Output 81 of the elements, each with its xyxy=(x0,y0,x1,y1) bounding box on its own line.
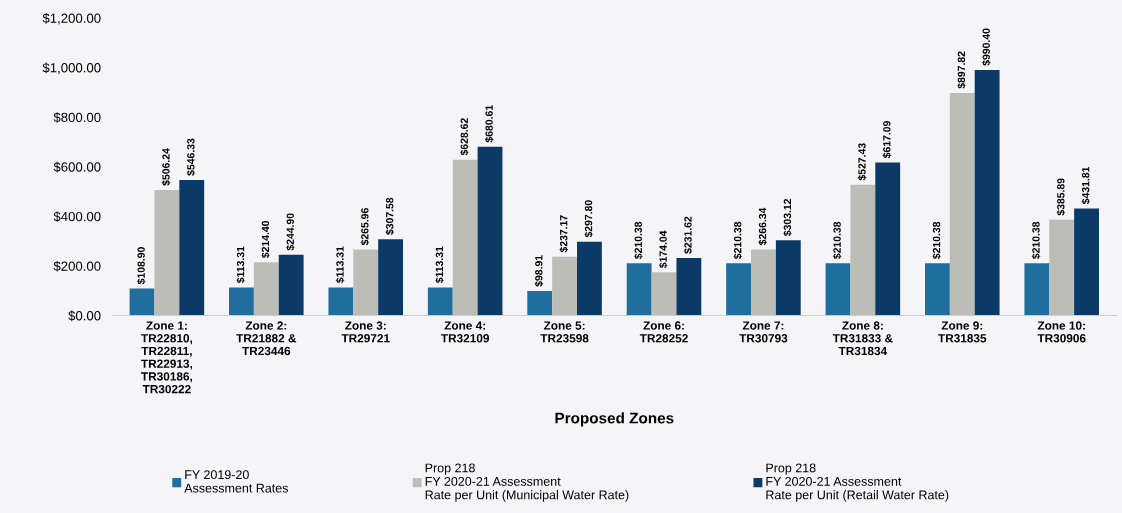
data-label: $307.58 xyxy=(385,197,395,235)
data-label: $527.43 xyxy=(857,143,867,181)
bar xyxy=(229,287,254,316)
y-tick-label: $200.00 xyxy=(53,260,101,272)
bar xyxy=(577,241,602,316)
bar xyxy=(651,272,677,316)
data-label: $680.61 xyxy=(484,105,494,143)
bar xyxy=(452,159,478,316)
data-label: $297.80 xyxy=(584,200,593,238)
x-axis-title: Proposed Zones xyxy=(555,412,674,427)
bar xyxy=(253,262,279,316)
y-tick-label: $1,000.00 xyxy=(42,62,101,75)
data-label: $214.40 xyxy=(261,220,270,259)
x-tick-label: Zone 5: TR23598 xyxy=(540,321,589,343)
y-tick-label: $1,200.00 xyxy=(42,12,101,25)
x-tick-label: Zone 2: TR21882 & TR23446 xyxy=(236,321,297,356)
bar xyxy=(1074,208,1099,316)
bar xyxy=(626,263,652,316)
data-label: $210.38 xyxy=(832,221,842,260)
x-tick-label: Zone 7: TR30793 xyxy=(739,321,788,343)
data-label: $210.38 xyxy=(733,221,743,260)
bar xyxy=(726,263,751,316)
bar xyxy=(477,146,503,316)
bar xyxy=(378,239,404,316)
x-tick-label: Zone 1: TR22810, TR22811, TR22913, TR30186, TR30222 xyxy=(141,321,193,394)
data-label: $990.40 xyxy=(982,28,991,66)
y-tick-label: $800.00 xyxy=(53,112,101,123)
data-label: $113.31 xyxy=(335,246,345,284)
legend-label: FY 2019-20 Assessment Rates xyxy=(184,470,288,493)
x-tick-label: Zone 10: TR30906 xyxy=(1037,321,1086,343)
data-label: $231.62 xyxy=(683,216,693,254)
bar xyxy=(825,263,851,316)
data-label: $210.38 xyxy=(932,221,941,260)
bar xyxy=(1024,263,1050,316)
data-label: $210.38 xyxy=(634,221,643,260)
x-tick-label: Zone 3: TR29721 xyxy=(341,321,390,343)
data-label: $617.09 xyxy=(882,121,892,159)
data-label: $108.90 xyxy=(136,247,146,285)
bar xyxy=(850,184,876,316)
x-tick-label: Zone 6: TR28252 xyxy=(639,321,688,343)
data-label: $98.91 xyxy=(534,255,544,287)
x-tick-label: Zone 8: TR31833 & TR31834 xyxy=(832,321,893,356)
x-tick-label: Zone 4: TR32109 xyxy=(441,321,489,343)
data-label: $431.81 xyxy=(1081,166,1091,205)
data-label: $244.90 xyxy=(286,213,295,251)
bar xyxy=(552,256,578,316)
y-tick-label: $400.00 xyxy=(53,211,101,223)
data-label: $303.12 xyxy=(783,198,792,237)
bar xyxy=(974,69,1000,316)
data-label: $266.34 xyxy=(758,207,767,246)
bar xyxy=(925,263,950,316)
bar xyxy=(129,288,155,316)
data-label: $113.31 xyxy=(435,246,444,284)
bar xyxy=(427,287,453,316)
bar xyxy=(154,189,180,316)
legend-label: Prop 218 FY 2020-21 Assessment Rate per Unit (Municipal Water Rate) xyxy=(425,463,629,502)
data-label: $897.82 xyxy=(957,51,966,89)
bar xyxy=(278,254,304,316)
data-label: $546.33 xyxy=(186,138,196,176)
data-label: $265.96 xyxy=(360,208,370,246)
legend-label: Prop 218 FY 2020-21 Assessment Rate per Unit (Retail Water Rate) xyxy=(766,463,949,502)
data-label: $113.31 xyxy=(236,246,245,284)
bar xyxy=(949,92,975,316)
bar xyxy=(676,258,702,316)
bar xyxy=(1049,219,1075,316)
bar xyxy=(353,249,379,316)
bar xyxy=(328,287,354,316)
data-label: $628.62 xyxy=(460,118,469,156)
data-label: $237.17 xyxy=(559,215,569,253)
data-label: $174.04 xyxy=(658,230,668,269)
y-tick-label: $600.00 xyxy=(53,161,101,173)
bar xyxy=(751,249,776,316)
bar xyxy=(527,290,553,316)
y-tick-label: $0.00 xyxy=(68,310,101,322)
data-label: $385.89 xyxy=(1056,178,1066,216)
x-tick-label: Zone 9: TR31835 xyxy=(938,321,987,343)
data-label: $506.24 xyxy=(161,148,171,186)
bar xyxy=(179,180,205,316)
bar xyxy=(775,240,801,316)
data-label: $210.38 xyxy=(1031,221,1041,260)
bar xyxy=(875,162,901,316)
